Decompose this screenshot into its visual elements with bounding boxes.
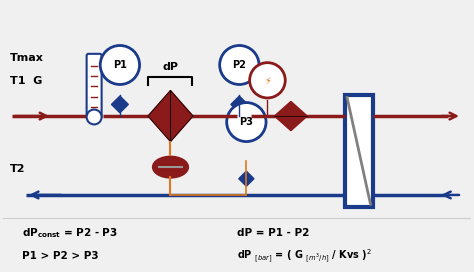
Text: dP: dP bbox=[162, 62, 178, 72]
Polygon shape bbox=[239, 171, 246, 186]
Polygon shape bbox=[274, 101, 291, 131]
Text: P1 > P2 > P3: P1 > P2 > P3 bbox=[21, 251, 98, 261]
Circle shape bbox=[100, 45, 139, 85]
Text: P3: P3 bbox=[239, 117, 253, 127]
Text: T2: T2 bbox=[10, 164, 25, 174]
Polygon shape bbox=[246, 171, 254, 186]
Circle shape bbox=[250, 63, 285, 98]
Ellipse shape bbox=[153, 157, 188, 178]
Text: Tmax: Tmax bbox=[10, 53, 44, 63]
Polygon shape bbox=[239, 96, 248, 113]
FancyBboxPatch shape bbox=[87, 54, 101, 118]
Polygon shape bbox=[231, 96, 239, 113]
Text: dP $_{[bar]}$ = ( G $_{[m^3/h]}$ / Kvs )$^2$: dP $_{[bar]}$ = ( G $_{[m^3/h]}$ / Kvs )… bbox=[237, 247, 372, 265]
Text: P1: P1 bbox=[113, 60, 127, 70]
Text: T1  G: T1 G bbox=[10, 76, 42, 86]
Text: dP$_{\mathbf{const}}$ = P2 - P3: dP$_{\mathbf{const}}$ = P2 - P3 bbox=[21, 226, 118, 240]
Circle shape bbox=[87, 110, 101, 124]
Polygon shape bbox=[171, 91, 193, 141]
Polygon shape bbox=[148, 91, 171, 141]
Text: dP = P1 - P2: dP = P1 - P2 bbox=[237, 228, 310, 238]
FancyBboxPatch shape bbox=[345, 95, 373, 206]
Text: ⚡: ⚡ bbox=[264, 75, 271, 85]
Polygon shape bbox=[291, 101, 307, 131]
Text: P2: P2 bbox=[232, 60, 246, 70]
Polygon shape bbox=[120, 96, 128, 113]
Circle shape bbox=[219, 45, 259, 85]
Polygon shape bbox=[111, 96, 120, 113]
Circle shape bbox=[227, 103, 266, 141]
